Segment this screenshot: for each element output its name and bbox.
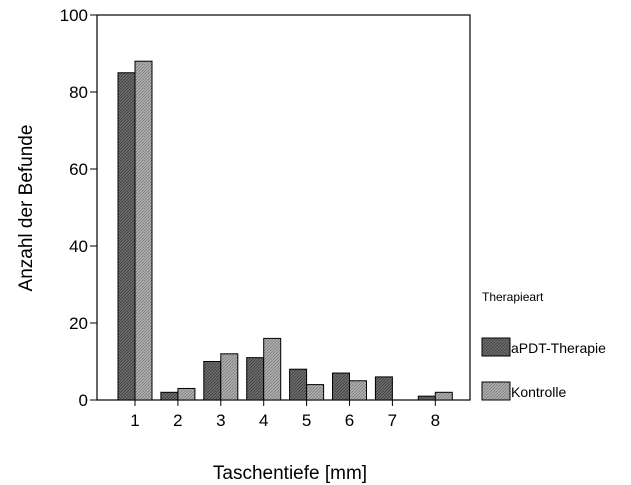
y-tick-label: 40 bbox=[69, 237, 88, 256]
x-axis: 1 2 3 4 5 6 7 8 bbox=[130, 400, 440, 430]
bar-kontrolle bbox=[306, 384, 325, 401]
bar-apdt-therapie bbox=[246, 357, 265, 401]
bar-kontrolle bbox=[177, 387, 196, 401]
legend-swatch-apdt bbox=[481, 337, 511, 357]
x-tick-label: 5 bbox=[302, 411, 311, 430]
x-tick-label: 3 bbox=[216, 411, 225, 430]
bar-apdt-therapie bbox=[203, 361, 222, 401]
bar-kontrolle bbox=[349, 380, 367, 401]
y-tick-label: 0 bbox=[79, 391, 88, 410]
x-tick-label: 1 bbox=[130, 411, 139, 430]
y-tick-label: 60 bbox=[69, 160, 88, 179]
y-tick-label: 100 bbox=[60, 6, 88, 25]
bar-kontrolle bbox=[134, 60, 153, 401]
legend-swatch-kontrolle bbox=[481, 381, 511, 401]
x-tick-label: 4 bbox=[259, 411, 268, 430]
bar-kontrolle bbox=[220, 353, 239, 401]
bar-apdt-therapie bbox=[374, 376, 393, 401]
bar-apdt-therapie bbox=[289, 368, 308, 401]
x-tick-label: 6 bbox=[345, 411, 354, 430]
x-tick-label: 2 bbox=[173, 411, 182, 430]
x-axis-title: Taschentiefe [mm] bbox=[213, 463, 367, 484]
bar-apdt-therapie bbox=[117, 72, 136, 401]
y-axis: 0 20 40 60 80 100 bbox=[60, 6, 97, 410]
legend-label-apdt: aPDT-Therapie bbox=[511, 340, 606, 356]
y-axis-title: Anzahl der Befunde bbox=[16, 125, 37, 292]
legend-title: Therapieart bbox=[482, 290, 544, 304]
y-tick-label: 80 bbox=[69, 83, 88, 102]
bar-apdt-therapie bbox=[160, 391, 179, 401]
x-tick-label: 7 bbox=[388, 411, 397, 430]
plot-frame bbox=[96, 14, 471, 401]
bar-kontrolle bbox=[434, 391, 453, 401]
bar-kontrolle bbox=[263, 337, 282, 401]
bar-apdt-therapie bbox=[332, 372, 350, 401]
y-tick-label: 20 bbox=[69, 314, 88, 333]
legend-label-kontrolle: Kontrolle bbox=[511, 384, 566, 400]
x-tick-label: 8 bbox=[431, 411, 440, 430]
legend: Therapieart aPDT-Therapie Kontrolle bbox=[481, 290, 606, 401]
bar-apdt-therapie bbox=[417, 395, 436, 401]
bar-group bbox=[117, 60, 453, 401]
